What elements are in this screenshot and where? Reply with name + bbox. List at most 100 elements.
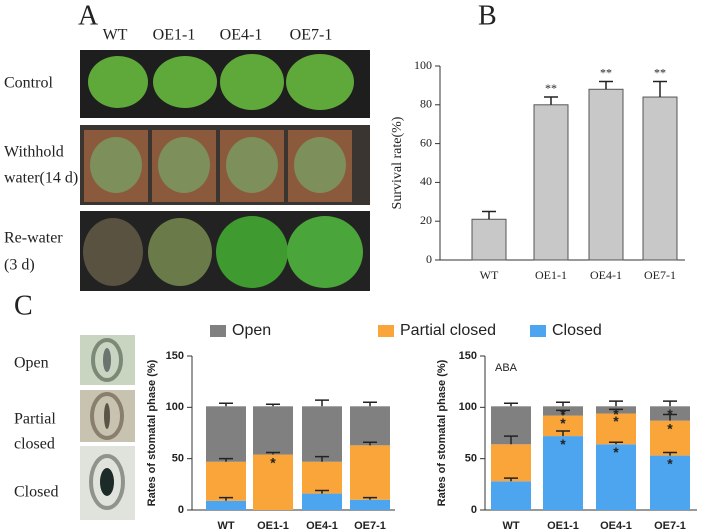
stomata-label: closed [14, 436, 55, 453]
significance: * [560, 436, 566, 452]
y-axis-label: Rates of stomatal phase (%) [146, 359, 158, 506]
bar [588, 88, 624, 261]
stomata-label: Open [14, 355, 49, 372]
error-bar [653, 80, 667, 98]
legend-swatch [530, 325, 546, 337]
bar-segment [350, 445, 390, 500]
column-label: WT [103, 27, 128, 44]
significance: ** [654, 65, 666, 79]
panel-label: A [78, 0, 99, 31]
significance: * [270, 454, 276, 470]
row-label: Withhold [4, 144, 64, 161]
significance: * [613, 413, 619, 429]
error-bar [482, 210, 496, 220]
bar-segment [350, 406, 390, 446]
x-tick-label: OE1-1 [547, 520, 579, 530]
x-tick-label: WT [217, 520, 234, 530]
legend-swatch [378, 325, 394, 337]
error-bar [219, 457, 233, 462]
y-tick-label: 100 [166, 401, 184, 413]
error-bar [315, 489, 329, 494]
significance: * [667, 406, 673, 422]
bar [642, 96, 678, 261]
row-label: Re-water [4, 230, 63, 247]
error-bar [266, 403, 280, 407]
error-bar [219, 402, 233, 407]
error-bar [504, 435, 518, 445]
bar-segment [302, 461, 342, 494]
significance: ** [545, 81, 557, 95]
y-tick-label: 40 [420, 174, 432, 188]
error-bar [315, 399, 329, 407]
error-bar [504, 402, 518, 407]
x-tick-label: WT [502, 520, 519, 530]
y-tick-label: 50 [172, 453, 184, 465]
y-tick-label: 150 [166, 350, 184, 362]
bar-segment [206, 461, 246, 501]
panel-label: B [478, 0, 497, 31]
x-tick-label: OE1-1 [257, 520, 289, 530]
bar-segment [650, 420, 690, 456]
stomata-images [80, 335, 135, 520]
bar-segment [596, 444, 636, 510]
bar-segment [206, 406, 246, 462]
significance: * [667, 455, 673, 471]
bar-segment [302, 406, 342, 462]
error-bar [219, 496, 233, 501]
error-bar [609, 441, 623, 445]
error-bar [556, 409, 570, 416]
x-tick-label: OE7-1 [654, 520, 686, 530]
column-label: OE7-1 [290, 27, 333, 44]
row-label: Control [4, 75, 53, 92]
legend-swatch [210, 325, 226, 337]
y-tick-label: 0 [178, 504, 184, 516]
bar-segment [206, 500, 246, 510]
x-tick-label: OE7-1 [354, 520, 386, 530]
error-bar [609, 408, 623, 414]
y-axis-label: Rates of stomatal phase (%) [436, 359, 448, 506]
y-tick-label: 60 [420, 135, 432, 149]
y-tick-label: 150 [459, 350, 477, 362]
y-tick-label: 100 [459, 401, 477, 413]
bar-segment [350, 499, 390, 510]
annotation: ABA [495, 362, 518, 374]
error-bar [556, 430, 570, 437]
error-bar [315, 455, 329, 462]
significance: * [560, 406, 566, 422]
x-tick-label: OE4-1 [590, 268, 622, 282]
photo-grid [80, 50, 370, 291]
bar-segment [302, 493, 342, 510]
error-bar [363, 401, 377, 407]
error-bar [544, 96, 558, 105]
y-tick-label: 20 [420, 213, 432, 227]
legend-label: Open [232, 322, 271, 339]
panel-label: C [14, 290, 33, 321]
column-label: OE1-1 [153, 27, 196, 44]
stomata-label: Partial [14, 411, 56, 428]
error-bar [663, 400, 677, 407]
row-label: water(14 d) [4, 170, 78, 187]
significance: * [613, 444, 619, 460]
error-bar [363, 496, 377, 500]
y-tick-label: 0 [426, 252, 432, 266]
bar-segment [253, 406, 293, 455]
x-tick-label: OE4-1 [600, 520, 632, 530]
bar-segment [491, 481, 531, 510]
y-tick-label: 50 [465, 453, 477, 465]
y-axis-label: Survival rate(%) [390, 116, 405, 209]
significance: ** [600, 65, 612, 79]
error-bar [556, 401, 570, 407]
bar-segment [543, 436, 583, 510]
error-bar [609, 400, 623, 407]
error-bar [599, 80, 613, 90]
stomata-label: Closed [14, 484, 58, 501]
y-tick-label: 0 [471, 504, 477, 516]
column-label: OE4-1 [220, 27, 263, 44]
x-tick-label: OE7-1 [644, 268, 676, 282]
bar-segment [543, 415, 583, 437]
error-bar [504, 477, 518, 482]
x-tick-label: WT [480, 268, 499, 282]
bar-segment [650, 455, 690, 510]
error-bar [363, 441, 377, 446]
